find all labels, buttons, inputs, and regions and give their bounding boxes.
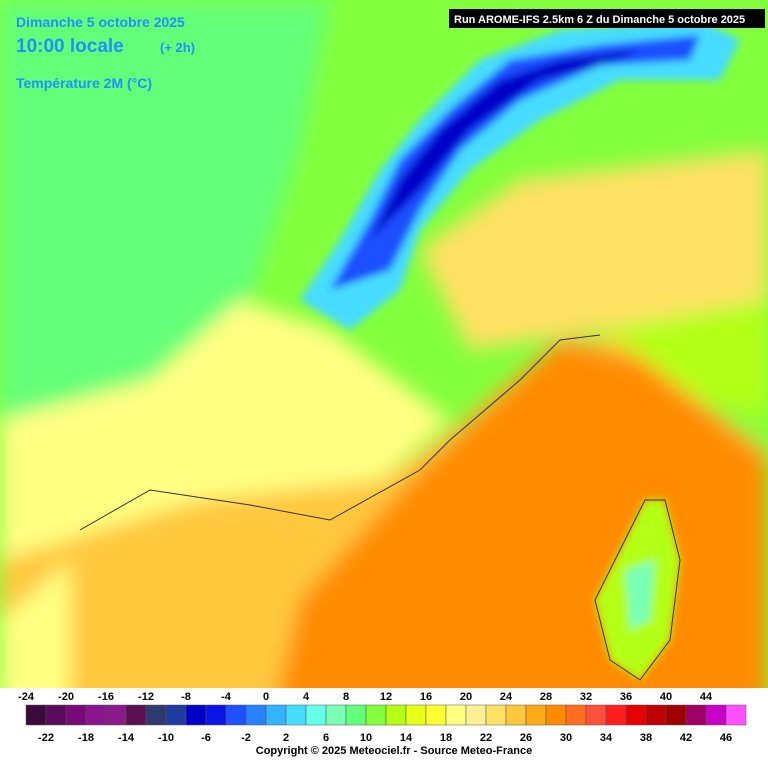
legend-swatch	[705, 704, 727, 726]
legend-label: -16	[98, 691, 114, 703]
legend-label: 42	[680, 732, 692, 744]
legend-panel	[0, 688, 768, 768]
legend-label: 22	[480, 732, 492, 744]
legend-swatch	[45, 704, 67, 726]
legend-label: 30	[560, 732, 572, 744]
legend-label: 32	[580, 691, 592, 703]
legend-label: 14	[400, 732, 413, 744]
legend-swatch	[405, 704, 427, 726]
legend-label: 2	[283, 732, 289, 744]
legend-swatch	[65, 704, 87, 726]
legend-swatch	[165, 704, 187, 726]
legend-swatch	[325, 704, 347, 726]
legend-label: -18	[78, 732, 94, 744]
legend-swatch	[85, 704, 107, 726]
legend-label: 10	[360, 732, 372, 744]
legend-swatch	[425, 704, 447, 726]
legend-label: -8	[181, 691, 191, 703]
legend-label: -20	[58, 691, 74, 703]
parameter: Température 2M (°C)	[16, 75, 152, 91]
color-legend: -24-22-20-18-16-14-12-10-8-6-4-202468101…	[18, 691, 747, 744]
legend-label: -14	[118, 732, 135, 744]
legend-label: 24	[500, 691, 513, 703]
legend-label: 26	[520, 732, 532, 744]
legend-label: 46	[720, 732, 732, 744]
legend-label: 44	[700, 691, 713, 703]
legend-label: -12	[138, 691, 154, 703]
date: Dimanche 5 octobre 2025	[16, 14, 185, 30]
legend-swatch	[625, 704, 647, 726]
legend-swatch	[465, 704, 487, 726]
legend-swatch	[605, 704, 627, 726]
legend-label: 16	[420, 691, 432, 703]
legend-label: 20	[460, 691, 472, 703]
run-box	[449, 9, 765, 28]
legend-swatch	[585, 704, 607, 726]
legend-swatch	[105, 704, 127, 726]
legend-swatch	[445, 704, 467, 726]
legend-label: -4	[221, 691, 232, 703]
legend-swatch	[285, 704, 307, 726]
legend-swatch	[725, 704, 747, 726]
legend-label: 8	[343, 691, 349, 703]
legend-label: 34	[600, 732, 613, 744]
legend-swatch	[265, 704, 287, 726]
legend-label: 38	[640, 732, 652, 744]
legend-swatch	[365, 704, 387, 726]
legend-swatch	[645, 704, 667, 726]
legend-swatch	[305, 704, 327, 726]
copyright: Copyright © 2025 Meteociel.fr - Source M…	[256, 745, 532, 757]
offset: (+ 2h)	[160, 40, 195, 55]
run-label: Run AROME-IFS 2.5km 6 Z du Dimanche 5 oc…	[454, 14, 745, 26]
legend-swatch	[25, 704, 47, 726]
legend-swatch	[525, 704, 547, 726]
legend-swatch	[665, 704, 687, 726]
legend-swatch	[245, 704, 267, 726]
legend-swatch	[225, 704, 247, 726]
legend-label: -6	[201, 732, 211, 744]
legend-swatch	[385, 704, 407, 726]
legend-swatch	[125, 704, 147, 726]
legend-label: 28	[540, 691, 552, 703]
legend-label: -24	[18, 691, 35, 703]
legend-swatch	[485, 704, 507, 726]
legend-swatch	[685, 704, 707, 726]
legend-label: -22	[38, 732, 54, 744]
legend-swatch	[345, 704, 367, 726]
legend-label: -10	[158, 732, 174, 744]
legend-label: -2	[241, 732, 251, 744]
legend-label: 0	[263, 691, 269, 703]
legend-label: 40	[660, 691, 672, 703]
legend-swatch	[505, 704, 527, 726]
legend-label: 6	[323, 732, 329, 744]
legend-swatch	[205, 704, 227, 726]
legend-swatch	[565, 704, 587, 726]
legend-swatch	[545, 704, 567, 726]
legend-label: 4	[303, 691, 310, 703]
time: 10:00 locale	[16, 36, 124, 57]
legend-label: 12	[380, 691, 392, 703]
legend-swatch	[185, 704, 207, 726]
legend-label: 36	[620, 691, 632, 703]
legend-label: 18	[440, 732, 452, 744]
legend-swatch	[145, 704, 167, 726]
